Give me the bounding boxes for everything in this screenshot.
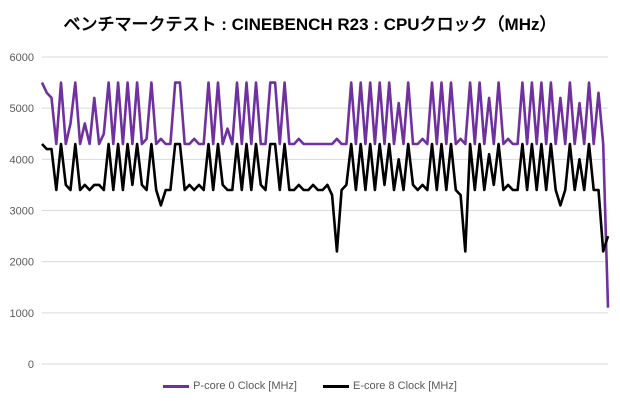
y-tick-label: 5000: [10, 103, 34, 115]
legend-item-e-core: E-core 8 Clock [MHz]: [323, 380, 457, 392]
legend-item-p-core: P-core 0 Clock [MHz]: [163, 380, 297, 392]
series-line-e-core: [41, 142, 610, 253]
legend-label-p-core: P-core 0 Clock [MHz]: [193, 380, 297, 392]
y-tick-label: 3000: [10, 206, 34, 218]
legend-swatch-p-core: [163, 384, 190, 388]
y-tick-label: 1000: [10, 308, 34, 320]
legend-swatch-e-core: [323, 384, 349, 388]
y-tick-label: 0: [28, 359, 34, 371]
y-tick-label: 2000: [10, 257, 34, 269]
y-tick-label: 4000: [10, 154, 34, 166]
legend-label-e-core: E-core 8 Clock [MHz]: [353, 380, 457, 392]
chart-title: ベンチマークテスト : CINEBENCH R23 : CPUクロック（MHz）: [63, 15, 557, 34]
y-tick-label: 6000: [10, 52, 34, 64]
series-line-p-core: [40, 81, 610, 308]
legend: P-core 0 Clock [MHz] E-core 8 Clock [MHz…: [0, 380, 620, 392]
